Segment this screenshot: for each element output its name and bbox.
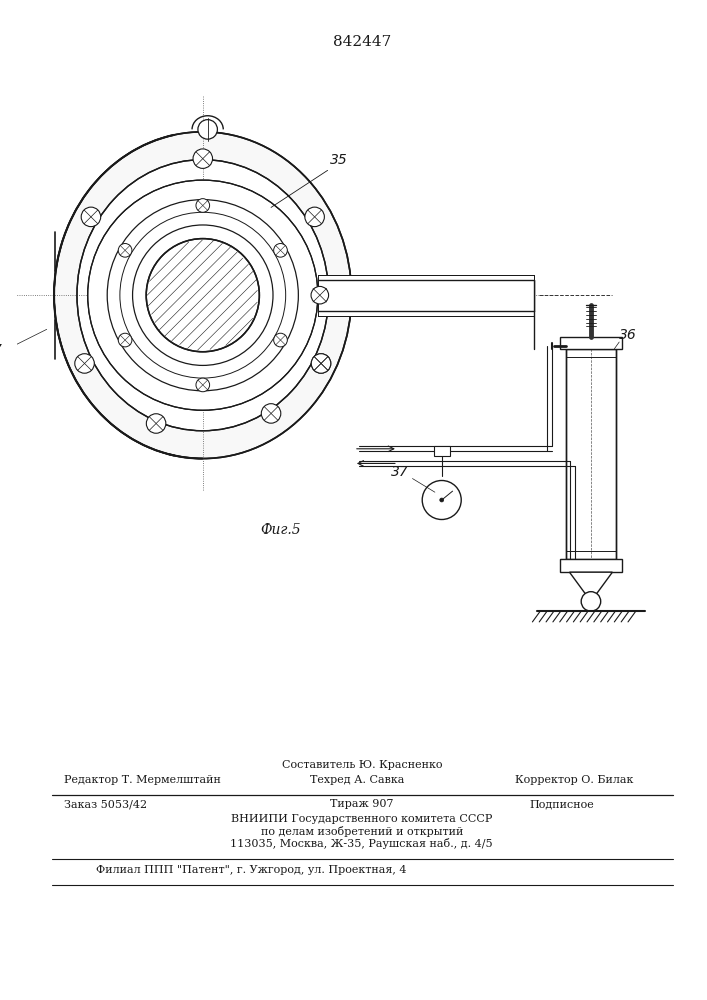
- Text: Фиг.5: Фиг.5: [260, 523, 301, 537]
- Circle shape: [198, 120, 218, 139]
- Ellipse shape: [77, 160, 329, 431]
- Text: Редактор Т. Мермелштайн: Редактор Т. Мермелштайн: [64, 775, 221, 785]
- Text: Тираж 907: Тираж 907: [329, 799, 393, 809]
- Circle shape: [311, 286, 329, 304]
- Bar: [560, 559, 622, 572]
- Text: Техред А. Савка: Техред А. Савка: [310, 775, 404, 785]
- Text: 842447: 842447: [332, 35, 391, 49]
- Circle shape: [422, 480, 461, 520]
- Ellipse shape: [54, 132, 351, 459]
- Circle shape: [196, 378, 209, 392]
- Bar: [566, 349, 617, 559]
- Text: 113035, Москва, Ж-35, Раушская наб., д. 4/5: 113035, Москва, Ж-35, Раушская наб., д. …: [230, 838, 493, 849]
- Text: 35: 35: [329, 153, 347, 167]
- Text: по делам изобретений и открытий: по делам изобретений и открытий: [261, 826, 463, 837]
- Circle shape: [75, 354, 94, 373]
- Circle shape: [118, 333, 132, 347]
- Circle shape: [440, 498, 444, 502]
- Bar: [318, 280, 534, 311]
- Circle shape: [196, 199, 209, 212]
- Text: 7: 7: [0, 343, 2, 357]
- Circle shape: [118, 244, 132, 257]
- Circle shape: [305, 207, 325, 227]
- Text: Филиал ППП "Патент", г. Ужгород, ул. Проектная, 4: Филиал ППП "Патент", г. Ужгород, ул. Про…: [95, 865, 406, 875]
- Circle shape: [581, 592, 601, 611]
- Polygon shape: [569, 572, 612, 601]
- Circle shape: [274, 333, 287, 347]
- Bar: [560, 337, 622, 349]
- Circle shape: [81, 207, 100, 227]
- Circle shape: [311, 354, 331, 373]
- Text: 37: 37: [391, 465, 409, 479]
- Text: Подписное: Подписное: [530, 799, 595, 809]
- Text: Корректор О. Билак: Корректор О. Билак: [515, 775, 633, 785]
- Text: Составитель Ю. Красненко: Составитель Ю. Красненко: [281, 760, 442, 770]
- Bar: [318, 275, 534, 316]
- Text: 36: 36: [619, 328, 637, 342]
- Circle shape: [262, 404, 281, 423]
- Text: Заказ 5053/42: Заказ 5053/42: [64, 799, 148, 809]
- Circle shape: [88, 180, 318, 410]
- Circle shape: [311, 354, 331, 373]
- Circle shape: [274, 244, 287, 257]
- Circle shape: [193, 149, 213, 168]
- Circle shape: [146, 239, 259, 352]
- Bar: [434, 446, 450, 456]
- Circle shape: [146, 414, 166, 433]
- Text: ВНИИПИ Государственного комитета СССР: ВНИИПИ Государственного комитета СССР: [231, 814, 493, 824]
